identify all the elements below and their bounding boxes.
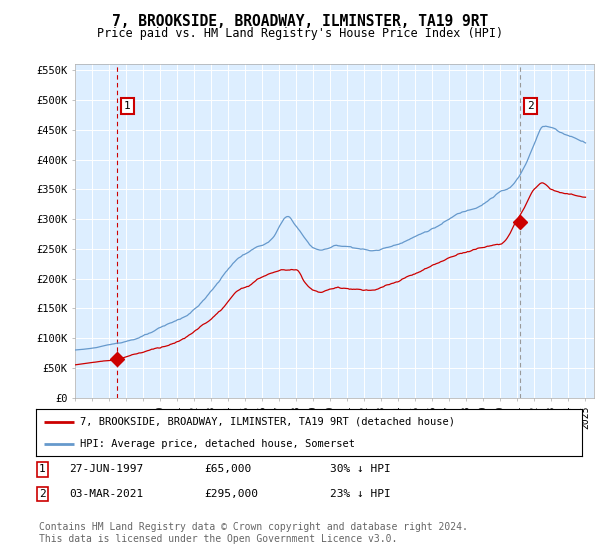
Text: £65,000: £65,000: [204, 464, 251, 474]
Text: 7, BROOKSIDE, BROADWAY, ILMINSTER, TA19 9RT: 7, BROOKSIDE, BROADWAY, ILMINSTER, TA19 …: [112, 14, 488, 29]
Text: 23% ↓ HPI: 23% ↓ HPI: [330, 489, 391, 499]
Text: 27-JUN-1997: 27-JUN-1997: [69, 464, 143, 474]
Text: Contains HM Land Registry data © Crown copyright and database right 2024.
This d: Contains HM Land Registry data © Crown c…: [39, 522, 468, 544]
Text: 03-MAR-2021: 03-MAR-2021: [69, 489, 143, 499]
Text: Price paid vs. HM Land Registry's House Price Index (HPI): Price paid vs. HM Land Registry's House …: [97, 27, 503, 40]
Text: £295,000: £295,000: [204, 489, 258, 499]
Text: 1: 1: [39, 464, 46, 474]
Text: 2: 2: [39, 489, 46, 499]
Text: 1: 1: [124, 101, 131, 111]
Text: HPI: Average price, detached house, Somerset: HPI: Average price, detached house, Some…: [80, 438, 355, 449]
Text: 7, BROOKSIDE, BROADWAY, ILMINSTER, TA19 9RT (detached house): 7, BROOKSIDE, BROADWAY, ILMINSTER, TA19 …: [80, 417, 455, 427]
Text: 2: 2: [527, 101, 534, 111]
Text: 30% ↓ HPI: 30% ↓ HPI: [330, 464, 391, 474]
